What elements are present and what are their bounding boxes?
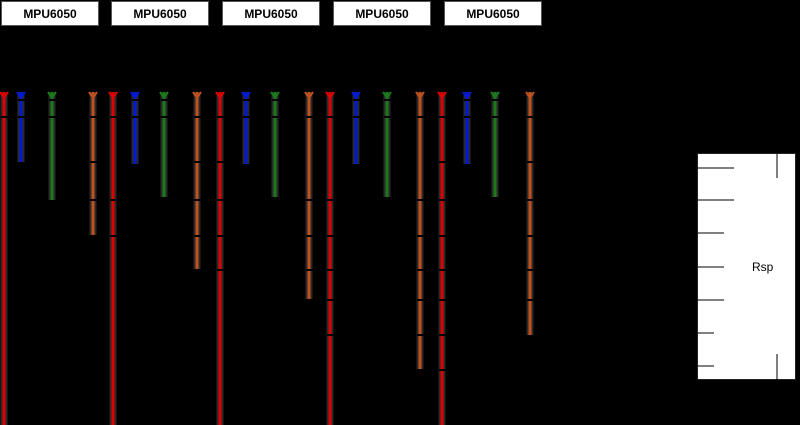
wire-red — [108, 91, 119, 425]
wire-orange — [525, 91, 536, 335]
wire-red — [325, 91, 336, 425]
rsp-label: Rsp — [752, 260, 774, 274]
wire-red — [437, 91, 448, 425]
wire-orange — [304, 91, 315, 301]
mpu-module-1: MPU6050 — [1, 1, 99, 26]
mpu-module-2: MPU6050 — [111, 1, 209, 26]
wire-blue — [351, 91, 362, 164]
rsp-pins — [698, 154, 778, 381]
wire-red — [0, 91, 10, 425]
mpu-module-4: MPU6050 — [333, 1, 431, 26]
wire-green — [159, 91, 170, 197]
wire-orange — [415, 91, 426, 371]
wire-orange — [88, 91, 99, 237]
rsp-board: Rsp — [697, 153, 796, 381]
wire-blue — [130, 91, 141, 164]
wire-orange — [192, 91, 203, 271]
wire-blue — [462, 91, 473, 164]
wire-green — [490, 91, 501, 197]
wire-blue — [241, 91, 252, 164]
mpu-module-5: MPU6050 — [444, 1, 542, 26]
wire-green — [382, 91, 393, 197]
wire-green — [270, 91, 281, 197]
wire-red — [215, 91, 226, 425]
wire-blue — [16, 91, 27, 162]
wire-green — [47, 91, 58, 200]
mpu-module-3: MPU6050 — [222, 1, 320, 26]
